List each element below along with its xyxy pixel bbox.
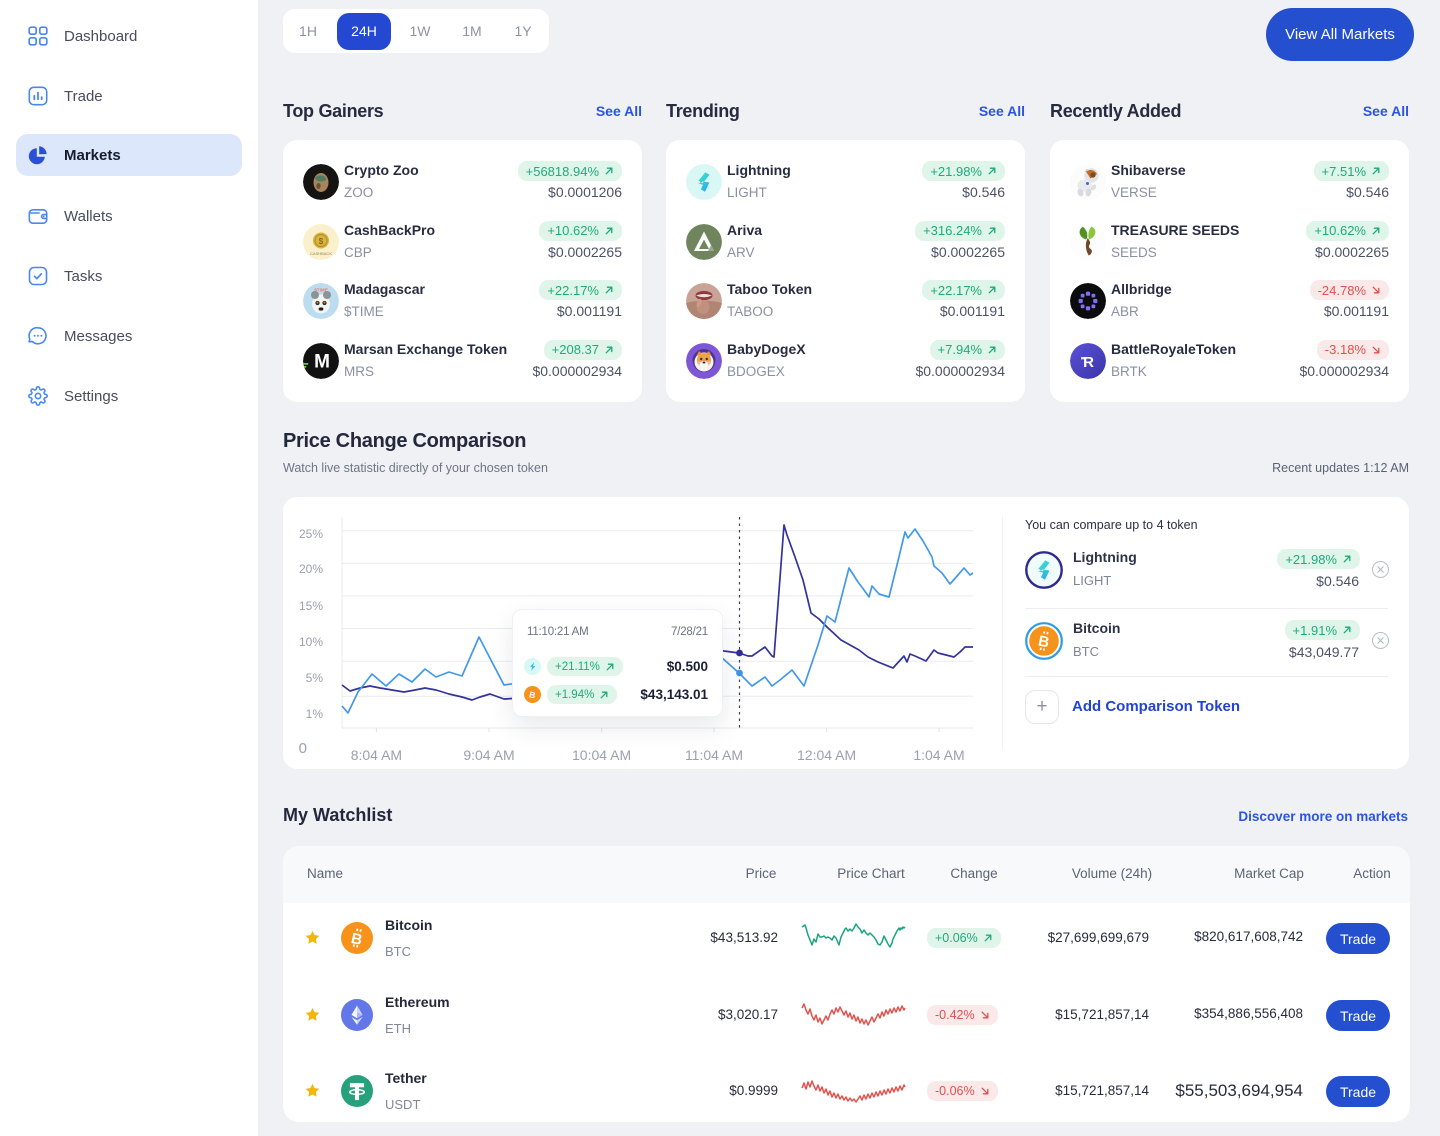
svg-text:M: M [314,351,330,372]
svg-text:CASHBACK: CASHBACK [310,251,332,256]
svg-text:B: B [1037,633,1051,652]
svg-text:$TIME: $TIME [314,288,328,293]
svg-text:$: $ [319,237,324,246]
svg-text:R: R [1083,354,1094,371]
svg-text:B: B [350,930,364,949]
svg-text:B: B [528,689,536,700]
